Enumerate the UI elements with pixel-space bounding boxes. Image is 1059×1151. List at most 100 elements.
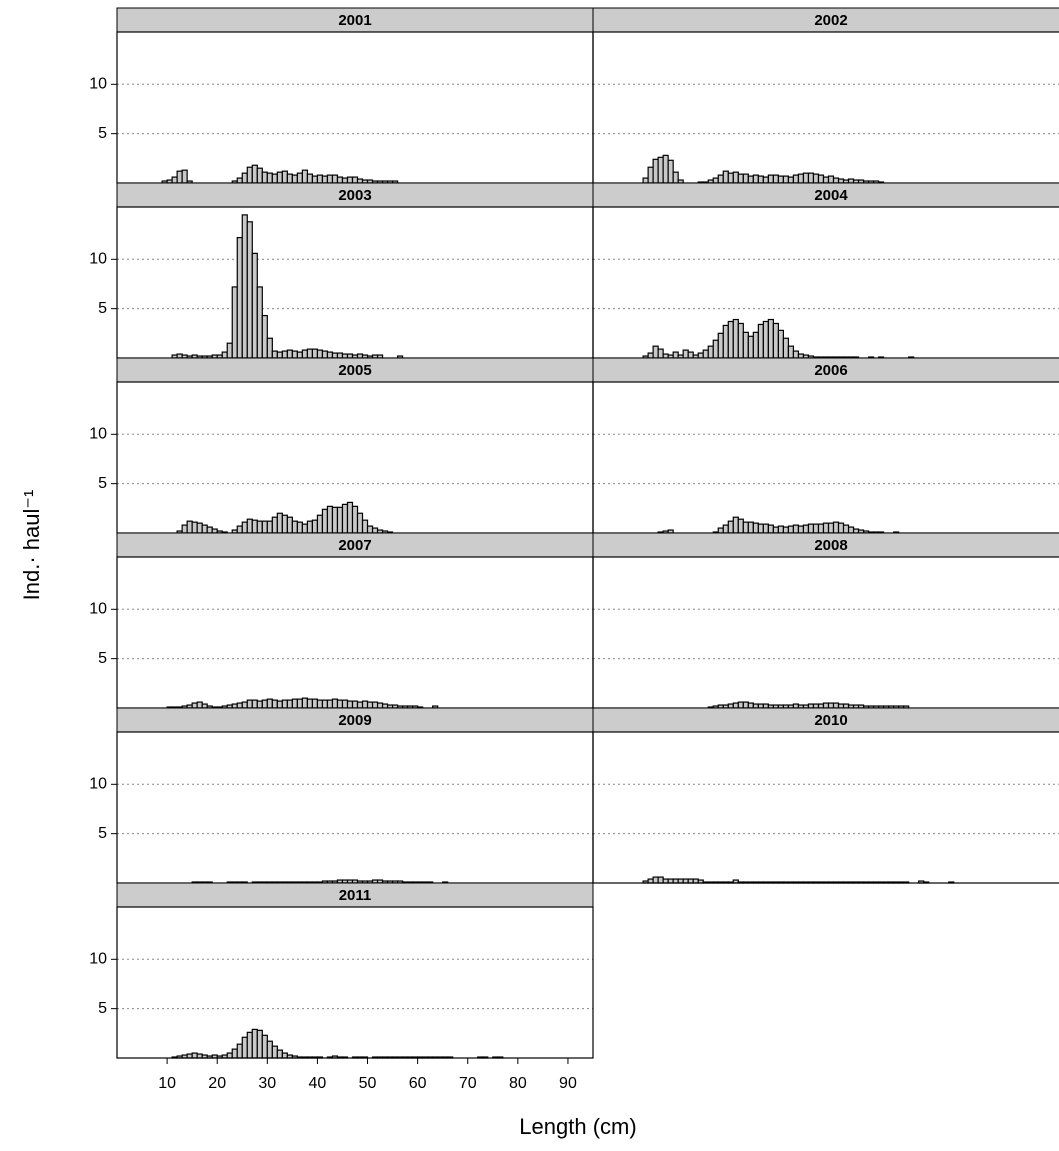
bar	[792, 174, 800, 184]
bar	[772, 526, 779, 534]
bar	[246, 699, 253, 709]
y-tick-label: 5	[98, 475, 107, 492]
bar	[236, 702, 243, 709]
bar	[341, 177, 349, 184]
x-tick-label: 10	[158, 1075, 176, 1092]
bar	[311, 519, 319, 534]
bar	[231, 286, 238, 359]
bar	[266, 698, 273, 709]
bar	[256, 700, 263, 709]
y-tick-label: 10	[89, 426, 107, 443]
bar	[261, 1034, 268, 1059]
bar	[206, 526, 213, 534]
strip	[592, 7, 1059, 33]
bar	[281, 350, 288, 359]
bar	[281, 699, 288, 709]
bar	[306, 348, 314, 359]
bar	[266, 1040, 273, 1059]
x-tick-label: 60	[409, 1075, 427, 1092]
bar	[832, 177, 840, 184]
bar	[777, 525, 784, 534]
bar	[747, 175, 754, 184]
bar	[742, 331, 749, 359]
bar	[722, 324, 729, 359]
bar	[301, 169, 308, 184]
bar	[772, 174, 779, 184]
panel-title: 2008	[814, 537, 847, 554]
panel-border	[592, 556, 1059, 709]
y-tick-label: 5	[98, 125, 107, 142]
bar	[827, 522, 835, 534]
y-tick-label: 5	[98, 825, 107, 842]
panel-border	[116, 556, 594, 709]
bar	[271, 699, 278, 709]
bar	[331, 506, 339, 534]
bar	[276, 1049, 283, 1059]
bar	[657, 156, 664, 184]
bar	[737, 173, 744, 184]
bar	[241, 521, 248, 534]
bar	[306, 698, 314, 709]
x-tick-label: 20	[208, 1075, 226, 1092]
bar	[276, 512, 283, 534]
bar	[657, 876, 664, 884]
bar	[276, 700, 283, 709]
bar	[747, 335, 754, 359]
bar	[652, 876, 659, 884]
bar	[291, 350, 298, 359]
y-tick-label: 10	[89, 251, 107, 268]
bar	[306, 520, 314, 534]
bar	[316, 349, 324, 359]
bar	[256, 1029, 263, 1059]
bar	[371, 701, 379, 709]
bar	[301, 523, 308, 534]
bar	[321, 175, 329, 184]
bar	[226, 1052, 233, 1059]
bar	[361, 519, 369, 534]
bar	[251, 164, 258, 184]
bar	[782, 337, 790, 359]
strip	[116, 357, 594, 383]
bar	[727, 320, 734, 359]
bar	[767, 174, 774, 184]
x-axis-label: Length (cm)	[519, 1114, 636, 1139]
bar	[181, 169, 188, 184]
y-tick-label: 5	[98, 1000, 107, 1017]
bar	[782, 526, 790, 534]
bar	[777, 329, 784, 359]
bar	[722, 524, 729, 534]
x-tick-label: 90	[559, 1075, 577, 1092]
bar	[236, 236, 243, 359]
bar	[667, 159, 674, 184]
bar	[822, 702, 830, 709]
bar	[822, 176, 830, 184]
bar	[787, 345, 795, 359]
bar	[231, 1048, 238, 1059]
panel-title: 2011	[339, 887, 372, 904]
bar	[171, 176, 178, 184]
panel-border	[116, 906, 594, 1059]
bar	[757, 323, 764, 359]
bar	[276, 171, 283, 184]
panel-border	[592, 381, 1059, 534]
bar	[236, 177, 243, 184]
bar	[647, 352, 654, 359]
bar	[311, 698, 319, 709]
bar	[261, 699, 268, 709]
bar	[356, 512, 364, 534]
bar	[326, 351, 334, 359]
bar	[376, 702, 384, 709]
bar	[732, 171, 739, 184]
bar	[827, 702, 835, 709]
bar	[837, 522, 845, 534]
x-tick-label: 50	[359, 1075, 377, 1092]
bar	[847, 526, 855, 534]
bar	[326, 505, 334, 534]
bar	[266, 520, 273, 534]
strip	[116, 7, 594, 33]
bar	[682, 349, 689, 359]
bar	[737, 518, 744, 534]
bar	[296, 172, 303, 184]
bar	[356, 701, 364, 709]
bar	[827, 175, 835, 184]
